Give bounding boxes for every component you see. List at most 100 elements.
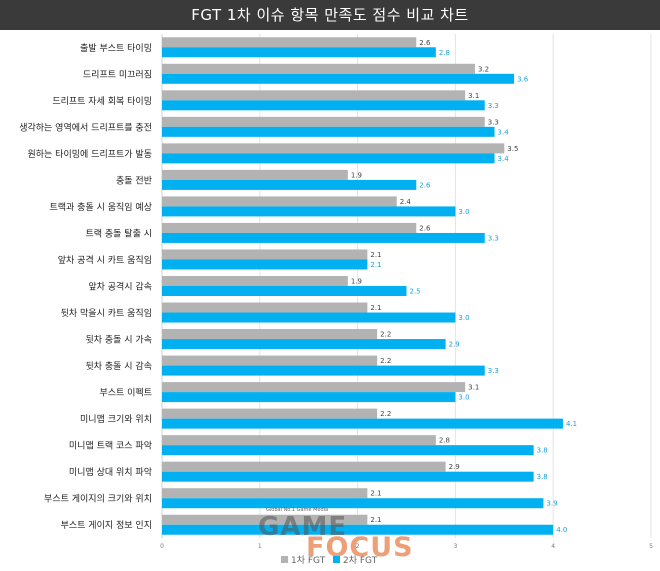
bar-1 (162, 382, 466, 393)
data-label-2: 3.3 (488, 234, 499, 242)
legend-item-series-2: 2차 FGT (333, 553, 377, 566)
category-label: 미니맵 트랙 코스 파악 (69, 440, 152, 452)
title-bar (0, 0, 660, 30)
category-label: 부스트 게이지의 크기와 위치 (44, 493, 152, 505)
data-label-1: 2.2 (380, 331, 391, 339)
bar-2 (162, 179, 417, 190)
bar-1 (162, 302, 368, 313)
bar-2 (162, 153, 495, 164)
bar-1 (162, 196, 397, 207)
category-label: 원하는 타이밍에 드리프트가 발동 (27, 149, 152, 160)
category-label: 드리프트 자세 회복 타이밍 (52, 96, 152, 107)
data-label-1: 3.1 (468, 384, 479, 392)
data-label-1: 1.9 (351, 278, 362, 286)
bar-1 (162, 249, 368, 260)
data-label-1: 2.4 (400, 198, 412, 206)
data-label-2: 2.5 (410, 288, 421, 296)
legend-label-series-2: 2차 FGT (343, 556, 378, 566)
bar-1 (162, 169, 348, 180)
category-label: 뒷차 충돌 시 감속 (85, 360, 152, 372)
bar-1 (162, 116, 485, 127)
bar-2 (162, 524, 554, 535)
legend-item-series-1: 1차 FGT (281, 553, 325, 566)
data-label-1: 3.5 (507, 145, 518, 153)
data-label-1: 2.1 (370, 251, 381, 259)
data-label-1: 2.9 (449, 463, 460, 471)
chart-title: FGT 1차 이슈 항목 만족도 점수 비교 차트 (191, 6, 469, 24)
category-label: 앞차 공격 시 카트 움직임 (58, 254, 152, 266)
data-label-2: 3.6 (517, 75, 529, 83)
bar-1 (162, 355, 378, 366)
data-label-2: 3.8 (537, 447, 548, 455)
x-tick-label: 0 (160, 543, 164, 550)
bar-2 (162, 73, 515, 84)
x-tick-label: 1 (258, 543, 262, 550)
bar-1 (162, 435, 436, 446)
bar-2 (162, 498, 544, 509)
bar-2 (162, 471, 534, 482)
bar-1 (162, 90, 466, 101)
data-label-2: 2.8 (439, 49, 450, 57)
bar-1 (162, 514, 368, 525)
category-label: 부스트 게이지 정보 인지 (61, 520, 152, 531)
bar-2 (162, 418, 563, 429)
data-label-2: 3.3 (488, 102, 499, 110)
bar-2 (162, 206, 456, 217)
legend-swatch-series-1 (281, 556, 288, 563)
data-label-1: 2.1 (370, 304, 381, 312)
bar-1 (162, 488, 368, 499)
bar-2 (162, 445, 534, 456)
category-label: 앞차 공격시 감속 (88, 281, 152, 293)
bar-1 (162, 461, 446, 472)
bar-1 (162, 222, 417, 233)
category-label: 미니맵 크기와 위치 (80, 413, 152, 425)
data-label-2: 3.0 (458, 314, 469, 322)
bar-1 (162, 276, 348, 286)
bar-1 (162, 63, 475, 74)
bar-1 (162, 143, 505, 154)
data-label-1: 2.6 (419, 224, 431, 232)
game-focus-logo: Global No.1 Game Media GAME FOCUS (258, 506, 413, 564)
legend-swatch-series-2 (333, 556, 340, 563)
bar-1 (162, 37, 417, 48)
data-label-2: 3.0 (458, 208, 469, 216)
data-label-1: 2.8 (439, 437, 450, 445)
data-label-2: 2.1 (370, 261, 381, 269)
category-label: 뒷차 막을시 카트 움직임 (61, 307, 152, 319)
chart-legend: 1차 FGT 2차 FGT (0, 553, 660, 567)
category-label: 트랙과 충돌 시 움직임 예상 (49, 201, 152, 213)
category-label: 드리프트 미끄러짐 (83, 69, 152, 80)
bar-1 (162, 329, 378, 340)
logo-tagline: Global No.1 Game Media (266, 507, 329, 513)
category-label: 뒷차 충돌 시 가속 (85, 334, 152, 346)
bar-2 (162, 100, 485, 111)
data-label-2: 3.4 (498, 155, 510, 163)
x-tick-label: 5 (649, 543, 653, 550)
data-label-2: 2.6 (419, 181, 431, 189)
x-tick-label: 3 (453, 543, 457, 550)
data-label-1: 3.1 (468, 92, 479, 100)
bar-2 (162, 232, 485, 243)
category-label: 충돌 전반 (116, 175, 152, 186)
data-label-1: 3.2 (478, 65, 489, 73)
logo-text-focus: FOCUS (306, 532, 414, 563)
x-tick-label: 2 (356, 543, 360, 550)
x-tick-label: 4 (551, 543, 555, 550)
category-label: 출발 부스트 타이밍 (80, 43, 152, 54)
data-label-1: 2.2 (380, 357, 391, 365)
category-label: 부스트 이펙트 (99, 388, 152, 399)
data-label-2: 4.0 (556, 526, 567, 534)
data-label-2: 3.8 (537, 473, 548, 481)
data-label-2: 2.9 (449, 341, 460, 349)
logo-text-game: GAME (258, 512, 348, 542)
category-label: 트랙 충돌 탈출 시 (85, 228, 152, 239)
data-label-1: 2.6 (419, 39, 431, 47)
data-label-1: 2.2 (380, 410, 391, 418)
bar-2 (162, 286, 407, 296)
category-label: 미니맵 상대 위치 파악 (69, 466, 152, 478)
data-label-2: 3.4 (498, 128, 510, 136)
data-label-1: 3.3 (488, 118, 499, 126)
data-label-2: 3.0 (458, 394, 469, 402)
bar-2 (162, 259, 368, 270)
